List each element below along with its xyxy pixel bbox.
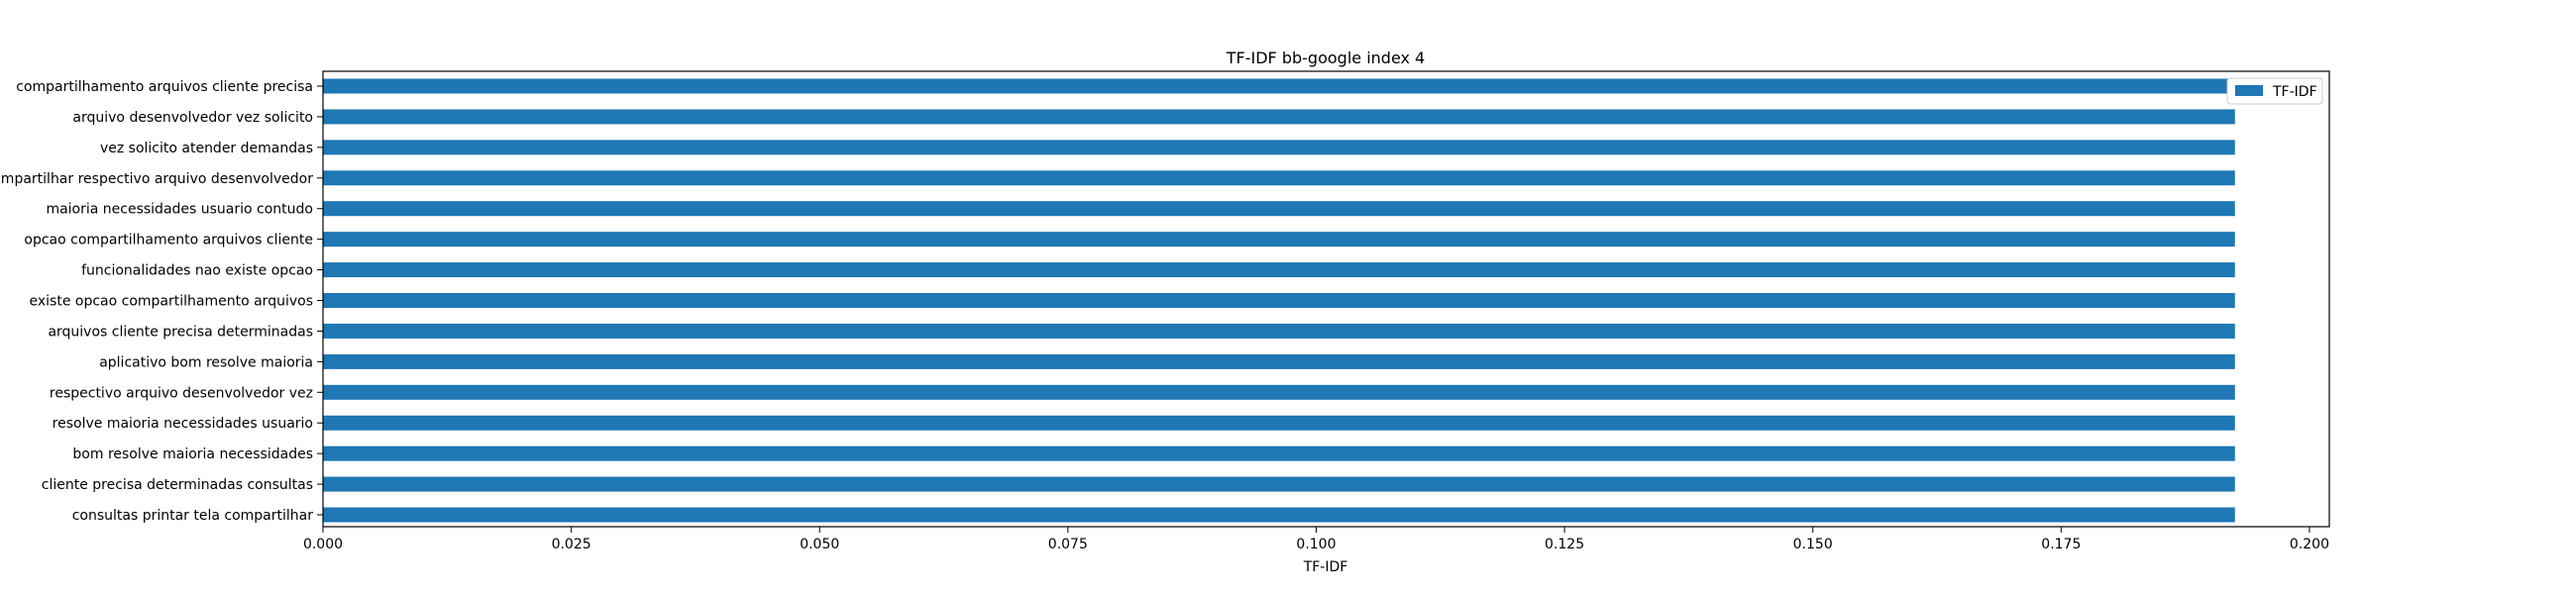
legend: TF-IDF (2226, 77, 2323, 105)
chart-title: TF-IDF bb-google index 4 (1226, 49, 1425, 67)
legend-box (2226, 77, 2323, 105)
x-tick-label: 0.000 (303, 537, 343, 552)
y-axis: compartilhamento arquivos cliente precis… (0, 79, 323, 524)
y-tick-label: opcao compartilhamento arquivos cliente (24, 233, 313, 248)
y-tick-label: arquivo desenvolvedor vez solicito (72, 110, 313, 126)
bar (323, 293, 2235, 308)
legend-label: TF-IDF (2272, 84, 2317, 100)
y-tick-label: arquivos cliente precisa determinadas (48, 324, 313, 340)
bar (323, 232, 2235, 248)
y-tick-label: consultas printar tela compartilhar (72, 508, 314, 524)
x-axis-label: TF-IDF (1303, 559, 1348, 575)
bar (323, 170, 2235, 186)
bar (323, 262, 2235, 278)
bar (323, 353, 2235, 369)
x-axis: 0.000 0.025 0.050 0.075 0.100 0.125 0.150 0.175… (303, 527, 2329, 552)
y-tick-label: respectivo arquivo desenvolvedor vez (50, 385, 313, 401)
x-tick-label: 0.125 (1545, 537, 1584, 552)
x-tick-label: 0.200 (2290, 537, 2329, 552)
bar (323, 476, 2235, 492)
y-tick-label: resolve maioria necessidades usuario (53, 416, 313, 432)
y-tick-label: compartilhar respectivo arquivo desenvol… (0, 171, 313, 187)
bar (323, 323, 2235, 339)
y-tick-label: funcionalidades nao existe opcao (81, 263, 313, 279)
y-tick-label: existe opcao compartilhamento arquivos (30, 294, 314, 310)
x-tick-label: 0.075 (1048, 537, 1088, 552)
y-tick-label: aplicativo bom resolve maioria (99, 354, 313, 370)
y-tick-label: bom resolve maioria necessidades (72, 446, 313, 462)
bar (323, 78, 2235, 94)
y-tick-label: vez solicito atender demandas (100, 141, 313, 156)
x-tick-label: 0.025 (552, 537, 591, 552)
bars (323, 78, 2235, 523)
x-tick-label: 0.050 (800, 537, 839, 552)
y-tick-label: maioria necessidades usuario contudo (46, 202, 313, 218)
bar (323, 201, 2235, 217)
bar (323, 140, 2235, 155)
x-tick-label: 0.175 (2041, 537, 2081, 552)
x-tick-label: 0.150 (1793, 537, 1833, 552)
legend-swatch (2235, 85, 2263, 96)
bar (323, 446, 2235, 461)
plot-frame (322, 70, 2330, 528)
bar (323, 109, 2235, 125)
y-tick-label: cliente precisa determinadas consultas (42, 477, 313, 493)
x-tick-label: 0.100 (1296, 537, 1336, 552)
bar (323, 384, 2235, 400)
y-tick-label: compartilhamento arquivos cliente precis… (16, 79, 313, 95)
bar (323, 507, 2235, 523)
bar (323, 415, 2235, 431)
